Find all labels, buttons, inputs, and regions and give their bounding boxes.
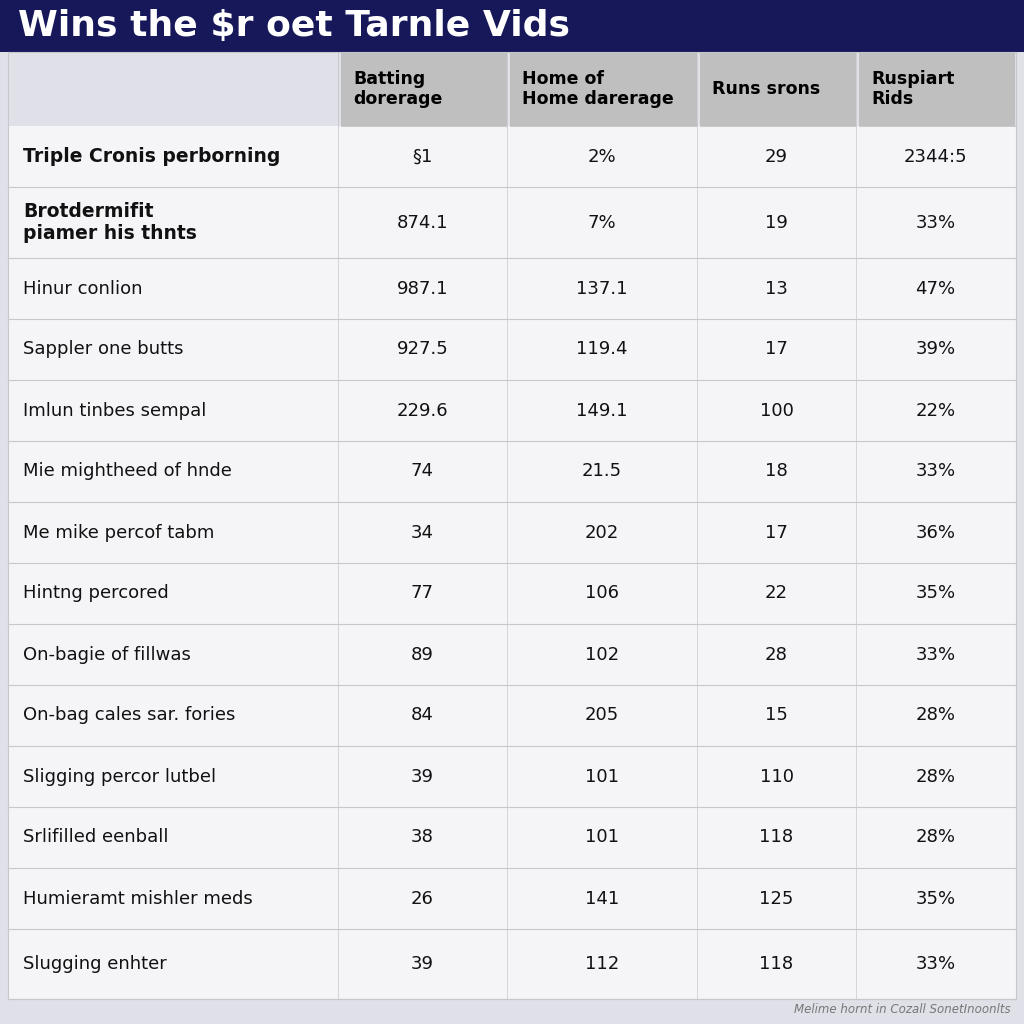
Text: 137.1: 137.1 — [577, 280, 628, 298]
Bar — [8, 441, 1016, 502]
Bar — [8, 563, 1016, 624]
Text: 202: 202 — [585, 523, 620, 542]
Bar — [859, 52, 1015, 126]
Text: 26: 26 — [411, 890, 434, 907]
Text: 39: 39 — [411, 768, 434, 785]
Text: On-bagie of fillwas: On-bagie of fillwas — [23, 645, 190, 664]
Text: 17: 17 — [765, 523, 787, 542]
Text: Brotdermifit
piamer his thnts: Brotdermifit piamer his thnts — [23, 202, 197, 243]
Text: 119.4: 119.4 — [577, 341, 628, 358]
Text: 28: 28 — [765, 645, 787, 664]
Text: 77: 77 — [411, 585, 434, 602]
Text: Sligging percor lutbel: Sligging percor lutbel — [23, 768, 216, 785]
Text: 229.6: 229.6 — [396, 401, 449, 420]
Text: 874.1: 874.1 — [396, 213, 449, 231]
Text: 33%: 33% — [915, 645, 955, 664]
Text: Triple Cronis perborning: Triple Cronis perborning — [23, 147, 281, 166]
Text: 112: 112 — [585, 955, 620, 973]
Text: 38: 38 — [411, 828, 434, 847]
Bar — [341, 52, 507, 126]
Text: 100: 100 — [760, 401, 794, 420]
Text: On-bag cales sar. fories: On-bag cales sar. fories — [23, 707, 236, 725]
Bar — [8, 258, 1016, 319]
Bar — [8, 380, 1016, 441]
Text: 28%: 28% — [915, 828, 955, 847]
Text: 28%: 28% — [915, 768, 955, 785]
Text: Imlun tinbes sempal: Imlun tinbes sempal — [23, 401, 207, 420]
Text: 39%: 39% — [915, 341, 955, 358]
Text: Mie mightheed of hnde: Mie mightheed of hnde — [23, 463, 231, 480]
Text: Srlifilled eenball: Srlifilled eenball — [23, 828, 169, 847]
Text: 149.1: 149.1 — [577, 401, 628, 420]
Text: Home of
Home darerage: Home of Home darerage — [522, 70, 674, 109]
Bar — [8, 187, 1016, 258]
Text: 987.1: 987.1 — [396, 280, 449, 298]
Text: 205: 205 — [585, 707, 620, 725]
Text: 19: 19 — [765, 213, 787, 231]
Text: 33%: 33% — [915, 213, 955, 231]
Text: 18: 18 — [765, 463, 787, 480]
Text: 35%: 35% — [915, 585, 955, 602]
Text: 28%: 28% — [915, 707, 955, 725]
Bar — [510, 52, 697, 126]
Bar — [0, 0, 1024, 52]
Text: 22: 22 — [765, 585, 788, 602]
Text: 101: 101 — [585, 768, 618, 785]
Bar — [8, 929, 1016, 999]
Text: 84: 84 — [411, 707, 434, 725]
Bar — [8, 868, 1016, 929]
Text: 13: 13 — [765, 280, 787, 298]
Bar — [8, 126, 1016, 187]
Text: 36%: 36% — [915, 523, 955, 542]
Text: 101: 101 — [585, 828, 618, 847]
Text: 2%: 2% — [588, 147, 616, 166]
Text: 17: 17 — [765, 341, 787, 358]
Text: §1: §1 — [413, 147, 433, 166]
Text: 21.5: 21.5 — [582, 463, 622, 480]
Text: 74: 74 — [411, 463, 434, 480]
Text: 2344:5: 2344:5 — [904, 147, 968, 166]
Text: 102: 102 — [585, 645, 620, 664]
Bar — [8, 807, 1016, 868]
Text: 106: 106 — [585, 585, 618, 602]
Text: 15: 15 — [765, 707, 787, 725]
Text: 34: 34 — [411, 523, 434, 542]
Bar — [700, 52, 856, 126]
Bar — [8, 685, 1016, 746]
Bar — [8, 624, 1016, 685]
Text: Melime hornt in Cozall SonetInoonlts: Melime hornt in Cozall SonetInoonlts — [795, 1002, 1011, 1016]
Text: Hintng percored: Hintng percored — [23, 585, 169, 602]
Text: 39: 39 — [411, 955, 434, 973]
Text: 927.5: 927.5 — [396, 341, 449, 358]
Text: Ruspiart
Rids: Ruspiart Rids — [871, 70, 954, 109]
Text: 89: 89 — [411, 645, 434, 664]
Text: Slugging enhter: Slugging enhter — [23, 955, 167, 973]
Bar — [8, 319, 1016, 380]
Text: 141: 141 — [585, 890, 620, 907]
Text: 118: 118 — [760, 955, 794, 973]
Text: Humieramt mishler meds: Humieramt mishler meds — [23, 890, 253, 907]
Text: 29: 29 — [765, 147, 788, 166]
Text: Wins the $r oet Tarnle Vids: Wins the $r oet Tarnle Vids — [18, 9, 570, 43]
Bar — [8, 502, 1016, 563]
Text: 7%: 7% — [588, 213, 616, 231]
Text: 22%: 22% — [915, 401, 955, 420]
Text: Sappler one butts: Sappler one butts — [23, 341, 183, 358]
Text: 35%: 35% — [915, 890, 955, 907]
Text: 47%: 47% — [915, 280, 955, 298]
Text: 33%: 33% — [915, 955, 955, 973]
Text: Runs srons: Runs srons — [712, 80, 820, 98]
Bar — [8, 746, 1016, 807]
Text: 33%: 33% — [915, 463, 955, 480]
Text: 118: 118 — [760, 828, 794, 847]
Text: 110: 110 — [760, 768, 794, 785]
Text: Me mike percof tabm: Me mike percof tabm — [23, 523, 214, 542]
Text: Batting
dorerage: Batting dorerage — [353, 70, 442, 109]
Text: Hinur conlion: Hinur conlion — [23, 280, 142, 298]
Text: 125: 125 — [760, 890, 794, 907]
